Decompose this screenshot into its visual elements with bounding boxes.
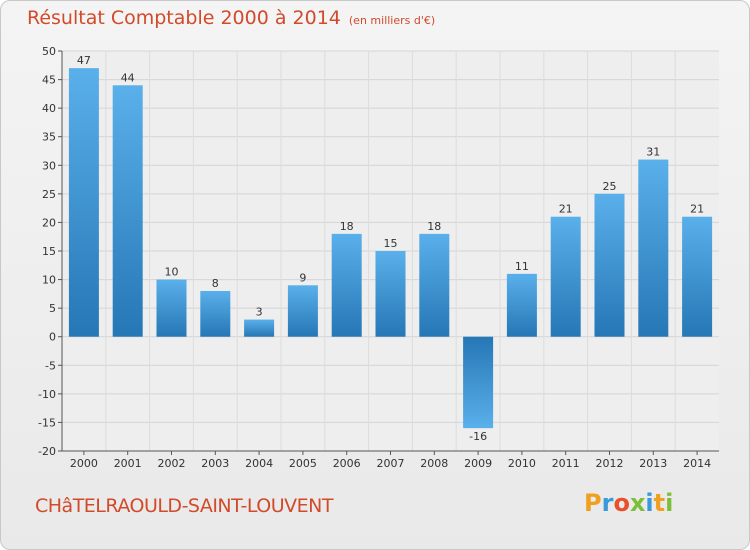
y-tick-label: 50 [42, 45, 56, 58]
bar-2005 [287, 285, 318, 337]
logo-letter: i [665, 489, 674, 517]
x-tick-label-2011: 2011 [552, 457, 580, 470]
town-name: CHâTELRAOULD-SAINT-LOUVENT [35, 495, 333, 517]
x-tick-label-2014: 2014 [683, 457, 711, 470]
y-tick-label: 0 [49, 331, 56, 344]
data-label-2013: 31 [646, 146, 660, 159]
y-tick-label: -5 [45, 359, 56, 372]
y-tick-label: 5 [49, 302, 56, 315]
bar-2010 [506, 273, 537, 337]
x-tick-label-2009: 2009 [464, 457, 492, 470]
y-tick-label: -10 [38, 388, 56, 401]
logo-letter: r [601, 489, 614, 517]
bar-2012 [594, 193, 625, 337]
x-tick-label-2008: 2008 [420, 457, 448, 470]
x-tick-label-2012: 2012 [596, 457, 624, 470]
bar-2014 [682, 216, 713, 337]
bar-2013 [638, 159, 669, 337]
data-label-2005: 9 [299, 271, 306, 284]
data-label-2003: 8 [212, 277, 219, 290]
bar-2000 [68, 68, 99, 337]
x-tick-label-2007: 2007 [377, 457, 405, 470]
data-label-2010: 11 [515, 260, 529, 273]
data-label-2002: 10 [165, 266, 179, 279]
x-tick-label-2013: 2013 [639, 457, 667, 470]
bar-2001 [112, 85, 143, 337]
y-tick-label: -20 [38, 445, 56, 458]
y-tick-label: 35 [42, 131, 56, 144]
data-label-2001: 44 [121, 71, 135, 84]
bar-2011 [550, 216, 581, 337]
logo-letter: t [653, 489, 666, 517]
x-tick-label-2005: 2005 [289, 457, 317, 470]
logo-letter: x [629, 489, 646, 517]
data-label-2006: 18 [340, 220, 354, 233]
bar-2006 [331, 233, 362, 337]
data-label-2011: 21 [559, 203, 573, 216]
logo-letter: P [584, 489, 602, 517]
proxiti-logo[interactable]: Proxiti [584, 489, 673, 517]
x-tick-label-2002: 2002 [158, 457, 186, 470]
x-tick-label-2006: 2006 [333, 457, 361, 470]
bar-2003 [200, 291, 231, 337]
x-tick-label-2001: 2001 [114, 457, 142, 470]
data-label-2014: 21 [690, 203, 704, 216]
data-label-2009: -16 [469, 430, 487, 443]
chart-subtitle: (en milliers d'€) [348, 14, 436, 27]
data-label-2012: 25 [603, 180, 617, 193]
bar-2004 [244, 319, 275, 337]
bar-2008 [419, 233, 450, 337]
y-tick-label: 30 [42, 159, 56, 172]
data-label-2008: 18 [427, 220, 441, 233]
bar-2009 [463, 336, 494, 429]
x-tick-label-2000: 2000 [70, 457, 98, 470]
y-tick-label: 15 [42, 245, 56, 258]
bars [68, 68, 713, 429]
y-tick-label: 45 [42, 74, 56, 87]
bar-2002 [156, 279, 187, 337]
bar-2007 [375, 251, 406, 337]
y-tick-label: 40 [42, 102, 56, 115]
y-tick-label: 25 [42, 188, 56, 201]
logo-letter: o [613, 489, 630, 517]
x-tick-label-2010: 2010 [508, 457, 536, 470]
labels: 47 44 10 8 3 9 18 15 18 -16 11 21 25 31 21 [77, 54, 704, 443]
logo-letter: i [645, 489, 654, 517]
data-label-2007: 15 [384, 237, 398, 250]
chart-title: Résultat Comptable 2000 à 2014 (en millie… [27, 7, 435, 29]
x-tick-label-2003: 2003 [201, 457, 229, 470]
y-tick-label: 20 [42, 216, 56, 229]
x-tick-label-2004: 2004 [245, 457, 273, 470]
chart-title-text: Résultat Comptable 2000 à 2014 [27, 7, 341, 29]
y-tick-label: 10 [42, 274, 56, 287]
data-label-2004: 3 [256, 306, 263, 319]
y-tick-label: -15 [38, 416, 56, 429]
data-label-2000: 47 [77, 54, 91, 67]
